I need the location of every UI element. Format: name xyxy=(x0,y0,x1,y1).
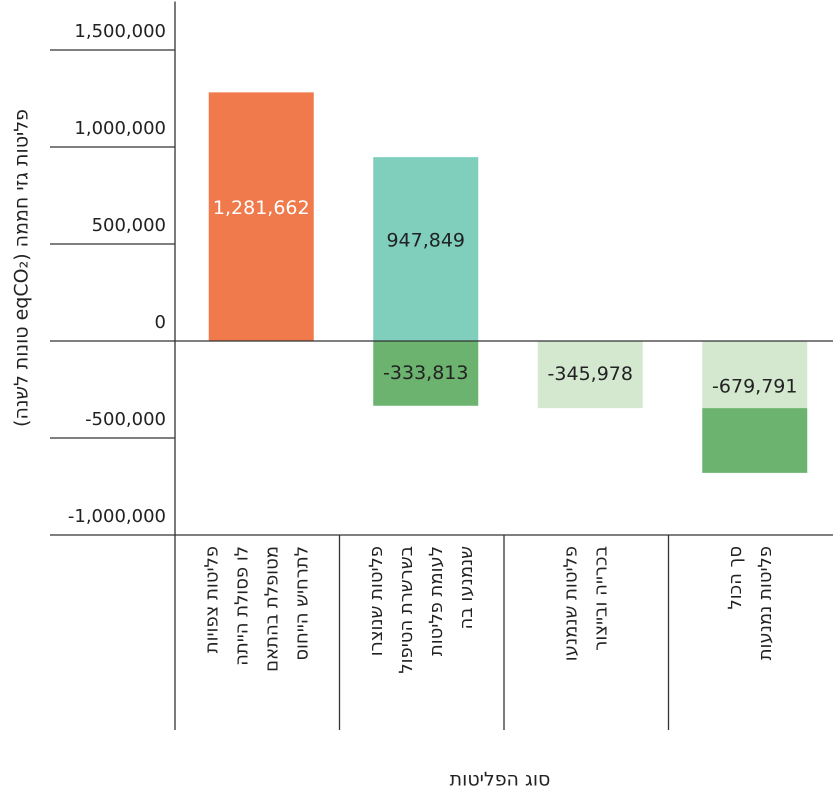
value-label: -333,813 xyxy=(383,362,468,384)
x-tick-label: בשרשרת הטיפול xyxy=(396,546,417,674)
x-tick-label: סך הכול xyxy=(725,546,746,609)
y-axis-title: פליטות גזי חממה (eqCO₂ טונות לשנה) xyxy=(11,109,33,427)
x-tick-label: פליטות שנמנעו xyxy=(560,546,581,661)
y-tick-label: 1,500,000 xyxy=(74,21,166,42)
value-label: 947,849 xyxy=(386,230,465,252)
bar xyxy=(373,341,479,406)
bar xyxy=(702,408,808,473)
x-axis-title: סוג הפליטות xyxy=(450,769,551,791)
x-tick-label: שנמנעו בה xyxy=(456,546,477,629)
x-tick-label: בכרייה ובייצור xyxy=(590,546,611,651)
bar xyxy=(373,157,479,341)
y-tick-label: -1,000,000 xyxy=(68,506,166,527)
value-label: -345,978 xyxy=(548,363,633,385)
bar xyxy=(208,92,314,341)
y-tick-label: -500,000 xyxy=(85,409,166,430)
x-tick-label: פליטות צפויות xyxy=(201,546,222,653)
x-tick-label: לעומת פליטות xyxy=(426,546,447,656)
bar xyxy=(537,341,643,409)
x-tick-label: פליטות נמנעות xyxy=(755,546,776,660)
value-label: 1,281,662 xyxy=(213,197,310,219)
bar xyxy=(702,341,808,409)
total-label: -679,791 xyxy=(712,375,797,397)
y-tick-label: 500,000 xyxy=(92,215,166,236)
y-tick-label: 1,000,000 xyxy=(74,118,166,139)
x-tick-label: מטופלת בהתאם xyxy=(261,546,282,672)
x-tick-label: פליטות שנוצרו xyxy=(366,546,387,656)
x-tick-label: לתרחיש הייחוס xyxy=(291,546,312,661)
x-tick-label: לו פסולת הייתה xyxy=(231,546,252,666)
y-tick-label: 0 xyxy=(155,312,166,333)
